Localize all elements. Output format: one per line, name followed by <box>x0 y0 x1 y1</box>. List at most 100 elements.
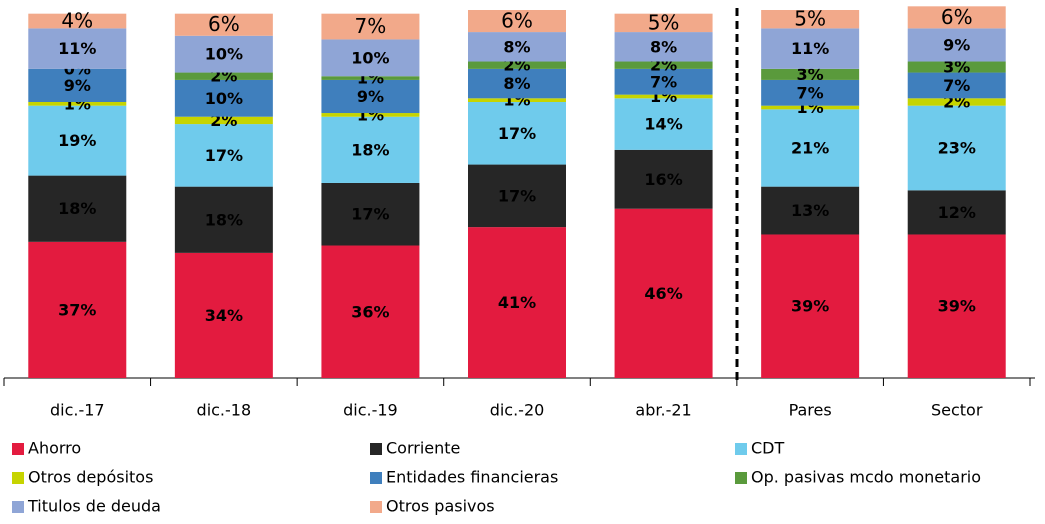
bar-segment <box>174 13 273 36</box>
legend-label: Titulos de deuda <box>27 497 161 516</box>
x-tick-label: dic.-20 <box>490 401 545 420</box>
bar-segment <box>468 61 566 69</box>
data-label: 17% <box>498 124 536 143</box>
data-label: 5% <box>648 10 680 34</box>
data-label: 13% <box>791 201 829 220</box>
bar-segment <box>614 98 713 150</box>
data-label: 39% <box>938 297 976 316</box>
data-label: 17% <box>498 186 536 205</box>
x-tick-label: Pares <box>789 401 832 420</box>
bar-segment <box>321 116 420 183</box>
bar-segment <box>28 175 127 242</box>
bar-segment <box>614 61 713 69</box>
x-tick-label: abr.-21 <box>635 401 691 420</box>
bar-segment <box>28 105 127 176</box>
bar-segment <box>468 227 566 378</box>
data-label: 7% <box>650 72 677 91</box>
legend-label: Corriente <box>386 439 460 458</box>
bar-segment <box>174 252 273 378</box>
bar-segment <box>321 113 420 117</box>
data-label: 4% <box>61 9 93 33</box>
bar-segment <box>28 241 127 378</box>
legend-label: Op. pasivas mcdo monetario <box>751 468 981 487</box>
data-label: 46% <box>644 284 682 303</box>
bar-segment <box>28 68 127 102</box>
bar-segment <box>174 35 273 73</box>
x-tick-label: Sector <box>931 401 983 420</box>
data-label: 7% <box>355 14 387 38</box>
data-label: 36% <box>351 302 389 321</box>
bar-segment <box>761 79 860 106</box>
bar-segment <box>907 72 1006 99</box>
data-label: 23% <box>938 139 976 158</box>
bar-segment <box>174 79 273 117</box>
data-label: 18% <box>351 140 389 159</box>
bar-segment <box>761 109 860 187</box>
legend-label: Ahorro <box>28 439 81 458</box>
bar-segment <box>907 234 1006 378</box>
data-label: 16% <box>644 170 682 189</box>
bar-segment <box>28 28 127 69</box>
bar-segment <box>174 124 273 187</box>
legend-swatch <box>735 472 747 484</box>
data-label: 6% <box>208 12 240 36</box>
data-label: 10% <box>205 89 243 108</box>
data-label: 6% <box>501 9 533 33</box>
data-label: 34% <box>205 306 243 325</box>
bar-segment <box>174 116 273 125</box>
bar-segment <box>174 186 273 253</box>
bar-segment <box>321 13 420 40</box>
x-tick-label: dic.-19 <box>343 401 398 420</box>
bar-segment <box>321 182 420 246</box>
bar-segment <box>761 234 860 378</box>
bar-segment <box>321 245 420 378</box>
bar-segment <box>468 68 566 99</box>
bar-segment <box>907 28 1006 62</box>
legend-label: CDT <box>751 439 784 458</box>
data-label: 17% <box>205 146 243 165</box>
bar-segment <box>761 105 860 110</box>
data-label: 9% <box>64 76 91 95</box>
data-label: 7% <box>943 76 970 95</box>
data-label: 8% <box>503 37 530 56</box>
bar-segment <box>614 32 713 62</box>
legend-label: Otros pasivos <box>386 497 495 516</box>
data-label: 8% <box>503 74 530 93</box>
legend-swatch <box>370 472 382 484</box>
data-label: 9% <box>943 35 970 54</box>
bar-segment <box>761 28 860 69</box>
data-label: 8% <box>650 37 677 56</box>
data-label: 18% <box>58 199 96 218</box>
data-label: 14% <box>644 115 682 134</box>
bar-segment <box>468 10 566 33</box>
bar-segment <box>907 61 1006 73</box>
data-label: 10% <box>351 48 389 67</box>
data-label: 3% <box>943 58 970 77</box>
data-label: 17% <box>351 205 389 224</box>
data-label: 41% <box>498 293 536 312</box>
legend-swatch <box>12 443 24 455</box>
bar-segment <box>468 102 566 165</box>
bar-segment <box>28 13 127 29</box>
data-label: 10% <box>205 45 243 64</box>
legend-swatch <box>370 443 382 455</box>
bar-segment <box>468 98 566 102</box>
x-tick-label: dic.-18 <box>197 401 252 420</box>
bar-segment <box>614 149 713 209</box>
data-label: 3% <box>797 65 824 84</box>
bar-segment <box>468 32 566 62</box>
x-tick-label: dic.-17 <box>50 401 105 420</box>
bar-segment <box>614 94 713 99</box>
legend-swatch <box>12 501 24 513</box>
bar-segment <box>321 39 420 77</box>
data-label: 18% <box>205 210 243 229</box>
data-label: 5% <box>794 7 826 31</box>
data-label: 6% <box>941 5 973 29</box>
data-label: 7% <box>797 83 824 102</box>
bar-segment <box>614 68 713 95</box>
legend-label: Otros depósitos <box>28 468 153 487</box>
data-label: 39% <box>791 297 829 316</box>
bar-segment <box>614 13 713 33</box>
data-label: 19% <box>58 131 96 150</box>
